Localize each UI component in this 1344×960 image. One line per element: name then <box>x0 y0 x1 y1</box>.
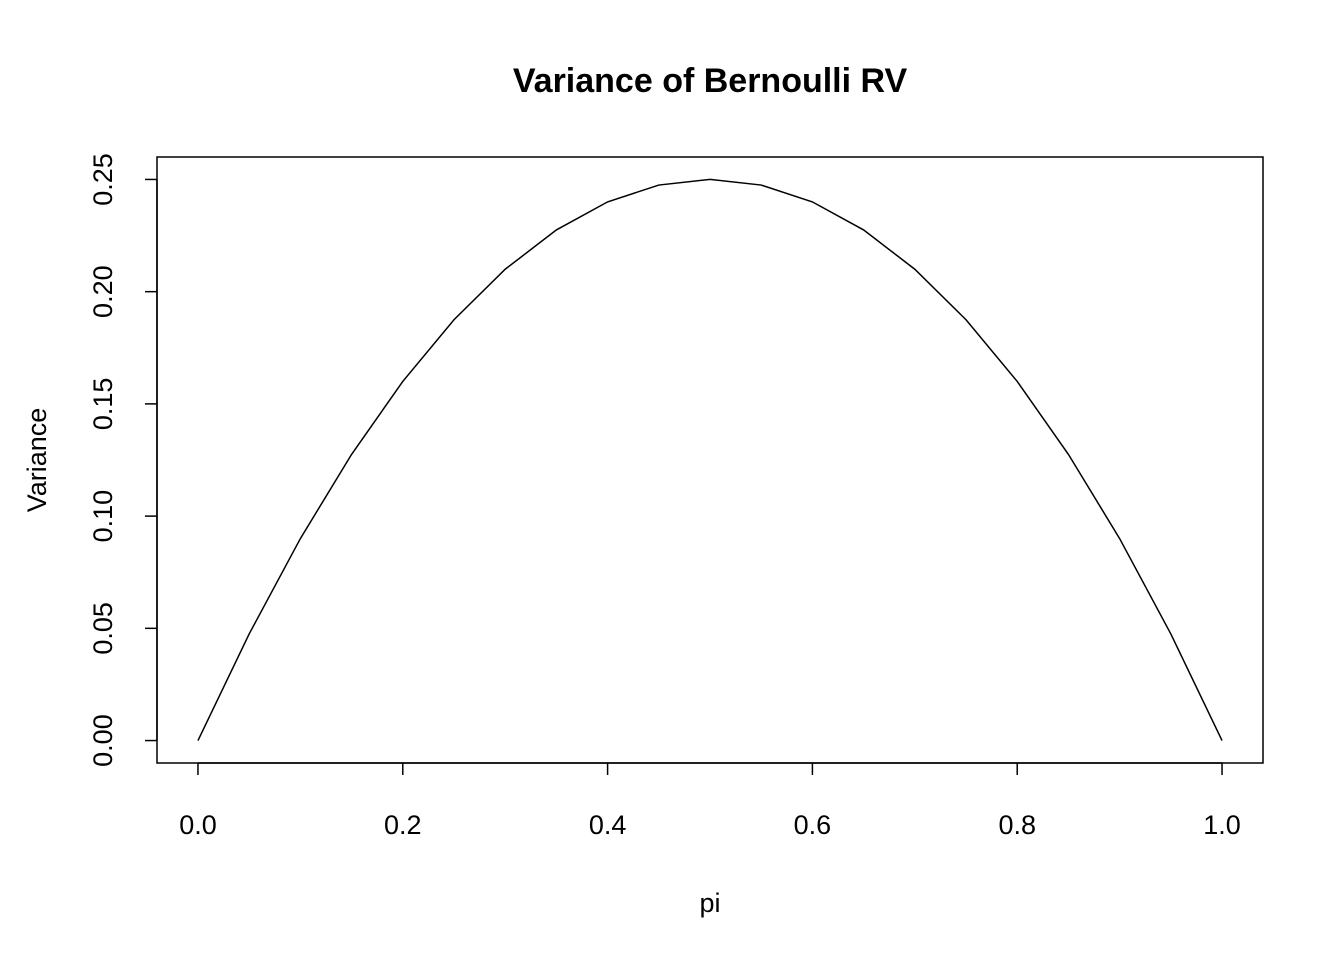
x-tick-label: 1.0 <box>1203 810 1241 840</box>
x-tick-label: 0.0 <box>179 810 217 840</box>
y-tick-label: 0.10 <box>88 490 118 543</box>
y-tick-label: 0.15 <box>88 378 118 431</box>
x-axis-label: pi <box>699 888 720 918</box>
y-tick-label: 0.25 <box>88 153 118 206</box>
chart-title: Variance of Bernoulli RV <box>513 62 908 100</box>
x-tick-label: 0.4 <box>589 810 627 840</box>
y-axis-label: Variance <box>22 408 52 513</box>
y-tick-label: 0.00 <box>88 714 118 767</box>
x-tick-label: 0.8 <box>998 810 1036 840</box>
y-tick-label: 0.20 <box>88 265 118 318</box>
x-tick-label: 0.6 <box>794 810 832 840</box>
data-line <box>197 178 1223 741</box>
y-tick-label: 0.05 <box>88 602 118 655</box>
x-tick-label: 0.2 <box>384 810 422 840</box>
